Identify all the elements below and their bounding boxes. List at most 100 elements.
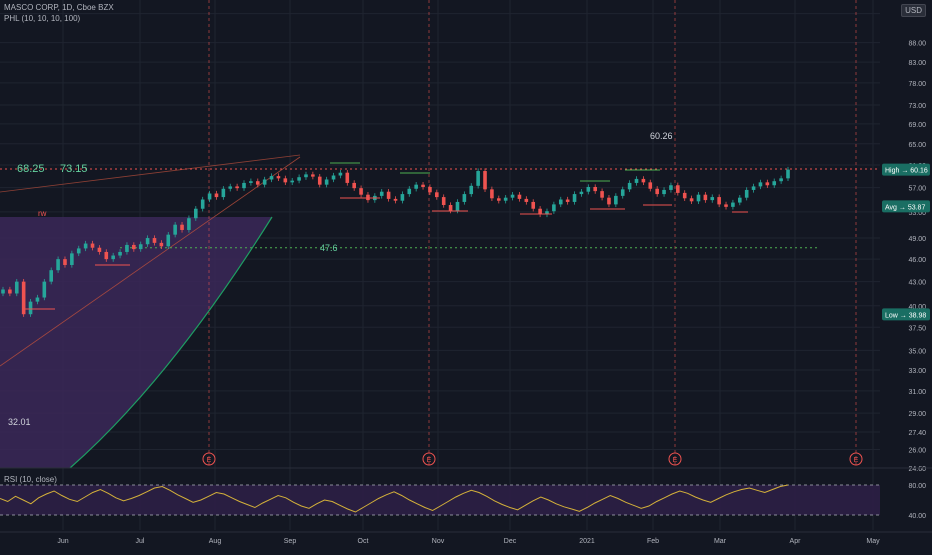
low-tag-bg: [882, 308, 930, 321]
rsi-line: [0, 484, 789, 513]
price-axis-label: 31.00: [908, 389, 926, 396]
rsi-axis-label: 80.00: [908, 483, 926, 490]
price-axis-label: 73.00: [908, 103, 926, 110]
time-axis-label: Jul: [136, 538, 145, 545]
candle-body: [531, 201, 536, 209]
price-axis-label: 69.00: [908, 122, 926, 129]
candle-body: [600, 191, 604, 198]
low-tag-label: Low → 38.98: [885, 312, 926, 319]
candle-body: [620, 189, 625, 196]
candle-body: [607, 197, 611, 205]
candle-body: [14, 281, 19, 294]
candle-body: [173, 224, 177, 235]
candle-body: [441, 197, 446, 206]
trend-line-upper: [0, 154, 301, 193]
candle-body: [207, 193, 212, 200]
time-axis-label: Nov: [432, 538, 445, 545]
price-axis-label: 53.00: [908, 210, 926, 217]
time-axis-label: Dec: [504, 538, 517, 545]
annotation-32-01: 32.01: [8, 417, 31, 427]
candle-body: [490, 189, 494, 199]
candle-body: [407, 188, 412, 195]
candle-body: [676, 185, 680, 193]
price-axis-label: 24.60: [908, 466, 926, 473]
candle-body: [359, 188, 363, 195]
earnings-marker-circle: [422, 452, 436, 466]
time-axis-label: Feb: [647, 538, 659, 545]
candle-body: [455, 201, 460, 211]
candle-body: [758, 182, 763, 187]
candle-body: [324, 179, 329, 185]
high-tag-label: High → 60.16: [885, 168, 928, 175]
price-axis-label: 83.00: [908, 60, 926, 67]
candle-body: [97, 247, 102, 252]
candle-body: [235, 186, 239, 189]
candle-body: [524, 198, 529, 202]
candle-body: [751, 186, 756, 190]
candle-body: [1, 289, 5, 294]
earnings-marker-circle: [202, 452, 216, 466]
candle-body: [648, 182, 653, 189]
candle-body: [517, 194, 522, 199]
annotation-60-26: 60.26: [650, 131, 673, 141]
candle-body: [194, 208, 198, 219]
price-axis-label: 26.00: [908, 448, 926, 455]
indicator-legend[interactable]: PHL (10, 10, 10, 100): [4, 14, 81, 23]
candle-body: [703, 194, 708, 201]
symbol-legend[interactable]: MASCO CORP, 1D, Cboe BZX: [4, 3, 114, 12]
candle-body: [152, 238, 157, 243]
candle-body: [249, 181, 253, 183]
candle-body: [262, 179, 267, 185]
candle-body: [462, 194, 467, 202]
candle-body: [125, 244, 129, 252]
candle-body: [180, 224, 184, 230]
candle-body: [297, 177, 301, 181]
candle-body: [111, 255, 115, 260]
price-axis-label: 57.00: [908, 186, 926, 193]
candle-body: [737, 197, 742, 203]
candle-body: [352, 182, 356, 189]
currency-badge[interactable]: USD: [901, 4, 926, 17]
candle-body: [166, 234, 171, 247]
earnings-marker-circle: [849, 452, 863, 466]
candle-body: [159, 242, 164, 247]
fan-fill: [0, 217, 272, 468]
candle-body: [724, 204, 728, 207]
price-axis-label: 49.00: [908, 236, 926, 243]
candle-body: [21, 281, 26, 315]
price-axis-label: 43.00: [908, 280, 926, 287]
candle-body: [228, 186, 233, 189]
candle-body: [393, 198, 398, 201]
candle-body: [572, 194, 577, 202]
price-axis-label: 37.50: [908, 325, 926, 332]
candle-body: [682, 192, 687, 199]
rsi-legend[interactable]: RSI (10, close): [4, 475, 57, 484]
candle-body: [538, 208, 542, 215]
candle-body: [28, 301, 33, 315]
time-axis-label: May: [866, 538, 880, 545]
price-axis-label: 88.00: [908, 41, 926, 48]
annotation-73-15: 73.15: [60, 163, 88, 175]
price-axis-label: 27.40: [908, 430, 926, 437]
candle-body: [331, 175, 336, 180]
candle-body: [448, 205, 453, 211]
candle-body: [400, 194, 405, 201]
candle-body: [214, 193, 219, 198]
candle-body: [35, 297, 40, 302]
candle-body: [366, 194, 370, 201]
earnings-marker-label: E: [207, 457, 212, 464]
candle-body: [63, 259, 67, 265]
earnings-marker-label: E: [673, 457, 678, 464]
candle-body: [614, 195, 618, 205]
candle-body: [779, 178, 783, 182]
candle-body: [669, 185, 673, 190]
candle-body: [765, 182, 770, 186]
candle-body: [187, 218, 191, 230]
candle-body: [276, 176, 281, 179]
candle-body: [627, 182, 632, 190]
candle-body: [76, 248, 81, 254]
time-axis-label: 2021: [579, 538, 595, 545]
fan-edge: [69, 216, 273, 469]
